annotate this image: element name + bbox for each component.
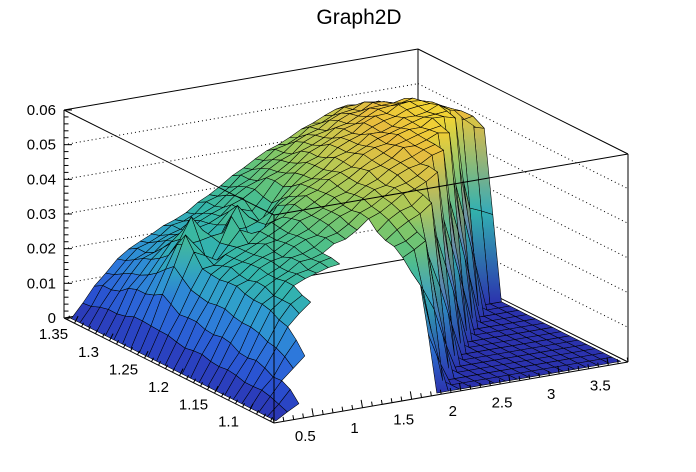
x-axis-tick-label: 2.5 bbox=[492, 394, 513, 411]
y-axis-tick-label: 1.35 bbox=[39, 326, 68, 343]
z-axis-tick-label: 0.05 bbox=[27, 137, 56, 154]
y-axis-tick-label: 1.3 bbox=[78, 344, 99, 361]
y-axis-tick-label: 1.2 bbox=[148, 379, 169, 396]
z-axis-tick-label: 0.06 bbox=[27, 102, 56, 119]
x-axis-tick-label: 1 bbox=[350, 420, 358, 437]
y-axis-tick-label: 1.1 bbox=[218, 414, 239, 431]
y-axis: 1.1 1.15 1.2 1.25 1.3 1.35 bbox=[39, 315, 275, 431]
z-axis-tick-label: 0.02 bbox=[27, 241, 56, 258]
z-axis-tick-label: 0.03 bbox=[27, 206, 56, 223]
y-axis-tick-label: 1.25 bbox=[109, 361, 138, 378]
x-axis-tick-label: 3 bbox=[547, 386, 555, 403]
surface-quad bbox=[284, 273, 306, 286]
surface-quad bbox=[284, 339, 306, 369]
surface-mesh bbox=[71, 97, 621, 422]
x-axis-tick-label: 3.5 bbox=[590, 377, 611, 394]
surface-quad bbox=[290, 294, 311, 314]
z-axis: 0 0.01 0.02 0.03 0.04 0.05 0.06 bbox=[27, 102, 72, 327]
surface-quad bbox=[417, 166, 438, 182]
x-axis: 0.5 1 1.5 2 2.5 3 3.5 bbox=[272, 357, 629, 445]
surface-quad bbox=[278, 389, 300, 413]
surface-quad bbox=[393, 240, 415, 258]
y-axis-tick-label: 1.15 bbox=[179, 396, 208, 413]
z-axis-tick-label: 0 bbox=[48, 310, 56, 327]
chart-title: Graph2D bbox=[316, 6, 401, 29]
front-frame bbox=[63, 109, 629, 423]
surface-quad bbox=[411, 194, 432, 214]
z-axis-tick-label: 0.04 bbox=[27, 171, 56, 188]
z-axis-tick-label: 0.01 bbox=[27, 275, 56, 292]
x-axis-tick-label: 1.5 bbox=[393, 411, 414, 428]
x-axis-tick-label: 0.5 bbox=[295, 428, 316, 445]
x-axis-tick-label: 2 bbox=[449, 403, 457, 420]
